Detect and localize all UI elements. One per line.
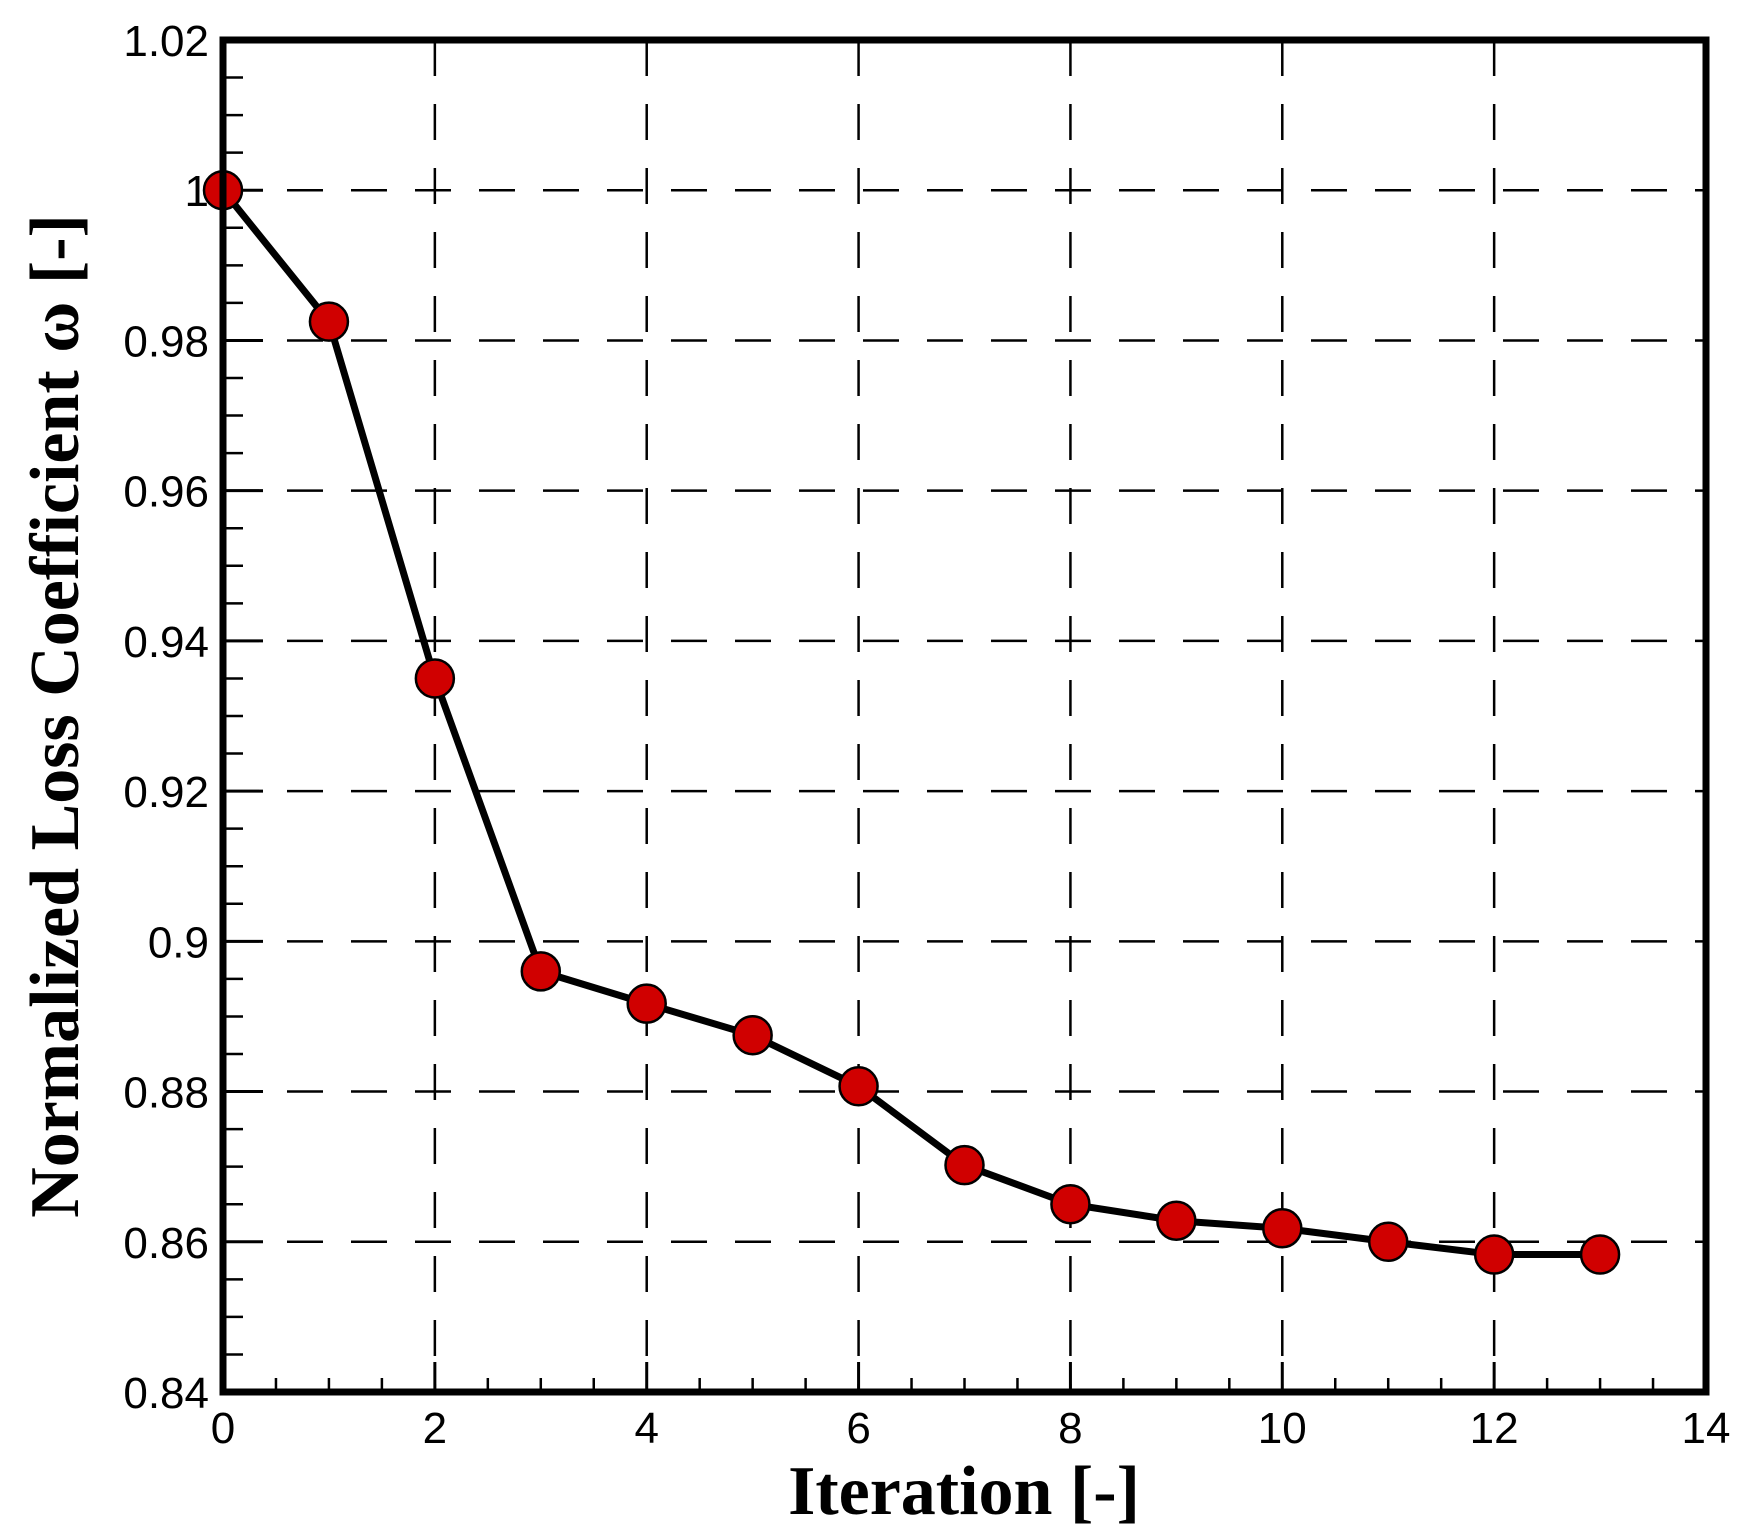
y-tick-label: 0.86 xyxy=(123,1219,209,1268)
data-point xyxy=(1367,1221,1409,1263)
data-point xyxy=(944,1144,985,1186)
minor-ticks xyxy=(223,76,1655,1392)
x-tick-label: 12 xyxy=(1470,1404,1519,1453)
x-axis-title: Iteration [-] xyxy=(788,1453,1140,1530)
y-tick-label: 1.02 xyxy=(123,17,209,66)
y-tick-label: 1 xyxy=(185,167,209,216)
y-axis-title: Normalized Loss Coefficient ω [-] xyxy=(17,214,94,1218)
y-tick-label: 0.98 xyxy=(123,317,209,366)
x-tick-label: 14 xyxy=(1682,1404,1731,1453)
x-tick-label: 0 xyxy=(211,1404,235,1453)
x-tick-labels: 0 2 4 6 8 10 12 14 xyxy=(211,1404,1731,1453)
data-point xyxy=(1156,1200,1197,1241)
data-point xyxy=(1579,1234,1621,1275)
data-point xyxy=(626,983,667,1024)
data-point xyxy=(1050,1183,1091,1225)
y-tick-labels: 0.84 0.86 0.88 0.9 0.92 0.94 0.96 0.98 1 1.02 xyxy=(123,17,209,1418)
x-tick-label: 8 xyxy=(1058,1404,1082,1453)
data-point xyxy=(308,301,350,342)
y-tick-label: 0.94 xyxy=(123,618,209,667)
x-tick-label: 4 xyxy=(634,1404,658,1453)
y-tick-label: 0.92 xyxy=(123,768,209,817)
data-point xyxy=(520,951,562,992)
data-point xyxy=(414,658,456,699)
y-tick-label: 0.96 xyxy=(123,468,209,517)
y-tick-label: 0.84 xyxy=(123,1369,209,1418)
data-point xyxy=(1473,1234,1515,1275)
data-point xyxy=(1262,1208,1303,1249)
y-tick-label: 0.88 xyxy=(123,1069,209,1118)
y-tick-label: 0.9 xyxy=(148,918,209,967)
data-point xyxy=(838,1066,879,1107)
plot-frame xyxy=(219,36,1710,1396)
x-tick-label: 6 xyxy=(846,1404,870,1453)
data-series xyxy=(202,169,1621,1275)
x-tick-label: 10 xyxy=(1258,1404,1307,1453)
series-line xyxy=(220,188,1601,1259)
grid-lines xyxy=(223,40,1706,1392)
data-point xyxy=(732,1014,773,1056)
x-tick-label: 2 xyxy=(423,1404,447,1453)
